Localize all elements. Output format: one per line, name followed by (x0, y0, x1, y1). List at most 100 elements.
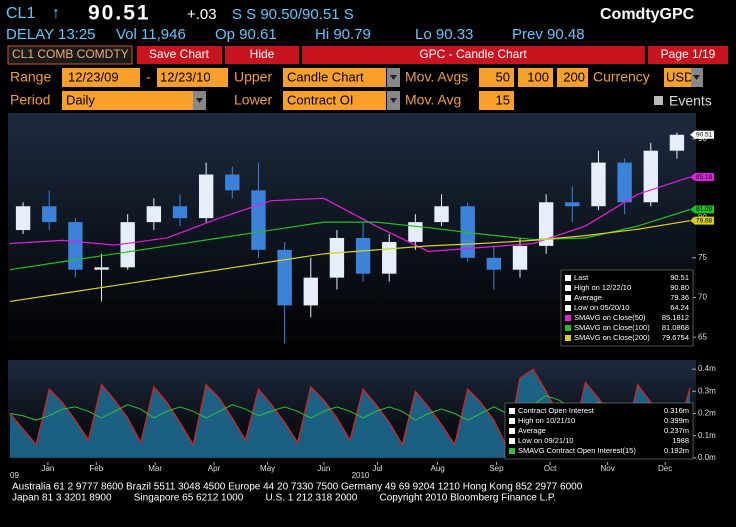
mov-avg-input[interactable] (557, 68, 588, 87)
change: +.03 (187, 6, 217, 23)
x-tick-label: Mar (148, 464, 162, 473)
legend-swatch (509, 428, 515, 434)
range-end: 12/23/10 (160, 69, 211, 84)
legend-label: Contract Open Interest (518, 406, 595, 415)
x-tick-label: Dec (658, 464, 672, 473)
y-tick-label: 0.1m (698, 431, 716, 440)
volume: Vol 11,946 (116, 26, 186, 43)
legend-box (504, 402, 694, 460)
title: GPC - Candle Chart (419, 47, 527, 61)
candle-body (94, 267, 109, 270)
currency-label: Currency (593, 69, 650, 85)
legend-swatch (565, 325, 571, 331)
legend-label: Average (518, 426, 546, 435)
y-tick-label: 70 (698, 293, 707, 302)
candle-body (277, 249, 292, 306)
legend-label: SMAVG on Close(100) (574, 323, 650, 332)
dropdown-arrow (390, 75, 397, 80)
candle-body (538, 202, 554, 246)
tick-arrow: ↑ (52, 5, 60, 22)
year-label: 2010 (352, 471, 370, 480)
x-tick-label: Aug (430, 464, 444, 473)
candle-body (486, 257, 502, 270)
events-checkbox[interactable] (654, 96, 663, 105)
title-bar (302, 46, 645, 64)
x-tick-label: Jul (372, 464, 382, 473)
dropdown-arrow (693, 75, 700, 80)
delay: DELAY 13:25 (6, 26, 96, 43)
legend-swatch (565, 295, 571, 301)
mov-avg-input[interactable] (518, 68, 553, 87)
year-label: 09 (10, 471, 19, 480)
candle-body (591, 162, 606, 207)
range-end-input[interactable] (157, 68, 228, 87)
candle-body (669, 134, 685, 151)
candle-body (68, 222, 83, 270)
x-tick-label: Apr (208, 464, 221, 473)
legend-value: 1988 (672, 436, 689, 445)
range-start-input[interactable] (62, 68, 140, 87)
legend-label: Average (574, 293, 602, 302)
candle-body (355, 237, 371, 274)
mov-avgs-label: Mov. Avgs (405, 69, 468, 85)
legend-swatch (509, 408, 515, 414)
candle-body (251, 190, 266, 250)
y-tick-label: 65 (698, 332, 707, 341)
low: Lo 90.33 (415, 26, 473, 43)
legend-value: 90.51 (670, 273, 689, 282)
mov-avg-input[interactable] (479, 91, 514, 110)
page: Page 1/19 (661, 47, 716, 61)
currency: USD (666, 69, 693, 84)
currency-input[interactable] (664, 68, 691, 87)
legend-label: Last (574, 273, 589, 282)
period-input[interactable] (62, 91, 193, 110)
x-tick-label: Sep (489, 464, 504, 473)
x-tick-label: May (260, 464, 275, 473)
y-tick-label: 0.2m (698, 409, 716, 418)
range-start: 12/23/09 (68, 69, 119, 84)
prev: Prev 90.48 (512, 26, 585, 43)
mov-avg-label: Mov. Avg (405, 92, 461, 108)
security-box[interactable] (7, 45, 133, 65)
mov-avg-value: 15 (496, 92, 510, 107)
legend-value: 81.0868 (662, 323, 689, 332)
y-tick-label: 0.3m (698, 386, 716, 395)
legend-value: 79.36 (670, 293, 689, 302)
legend-label: Low on 05/20/10 (574, 303, 629, 312)
candle-body (42, 206, 57, 223)
high: Hi 90.79 (315, 26, 371, 43)
open: Op 90.61 (215, 26, 277, 43)
events-label: Events (669, 93, 712, 109)
page-box[interactable] (648, 46, 728, 64)
candle-body (408, 222, 423, 242)
mov-avg-input[interactable] (479, 68, 514, 87)
moving-average (9, 220, 691, 303)
y-tick-label: 0.0m (698, 453, 716, 462)
y-tick-label: 75 (698, 253, 707, 262)
price-flag (690, 216, 714, 225)
legend-value: 90.80 (670, 283, 689, 292)
candle-body (329, 237, 345, 278)
moving-average (9, 176, 691, 253)
price-flag-label: 90.51 (696, 131, 713, 138)
hide-button[interactable] (225, 46, 299, 64)
candle-body (303, 277, 318, 306)
x-tick-label: Jun (317, 464, 330, 473)
dropdown-arrow (390, 98, 397, 103)
range-label: Range (10, 69, 51, 85)
footer-line: Japan 81 3 3201 8900 Singapore 65 6212 1… (12, 493, 556, 504)
legend-value: 64.24 (670, 303, 689, 312)
period: Daily (66, 92, 95, 107)
lower-input[interactable] (283, 91, 386, 110)
dropdown-arrow (196, 98, 203, 103)
save-button[interactable] (137, 46, 222, 64)
upper-input[interactable] (283, 68, 386, 87)
legend-label: High on 12/22/10 (574, 283, 631, 292)
function-code: ComdtyGPC (600, 6, 695, 23)
candle-body (434, 206, 449, 223)
legend-value: 85.1812 (662, 313, 689, 322)
legend-swatch (565, 275, 571, 281)
mov-avg-value: 100 (527, 69, 549, 84)
candle-body (617, 162, 632, 203)
mov-avg-value: 50 (496, 69, 510, 84)
